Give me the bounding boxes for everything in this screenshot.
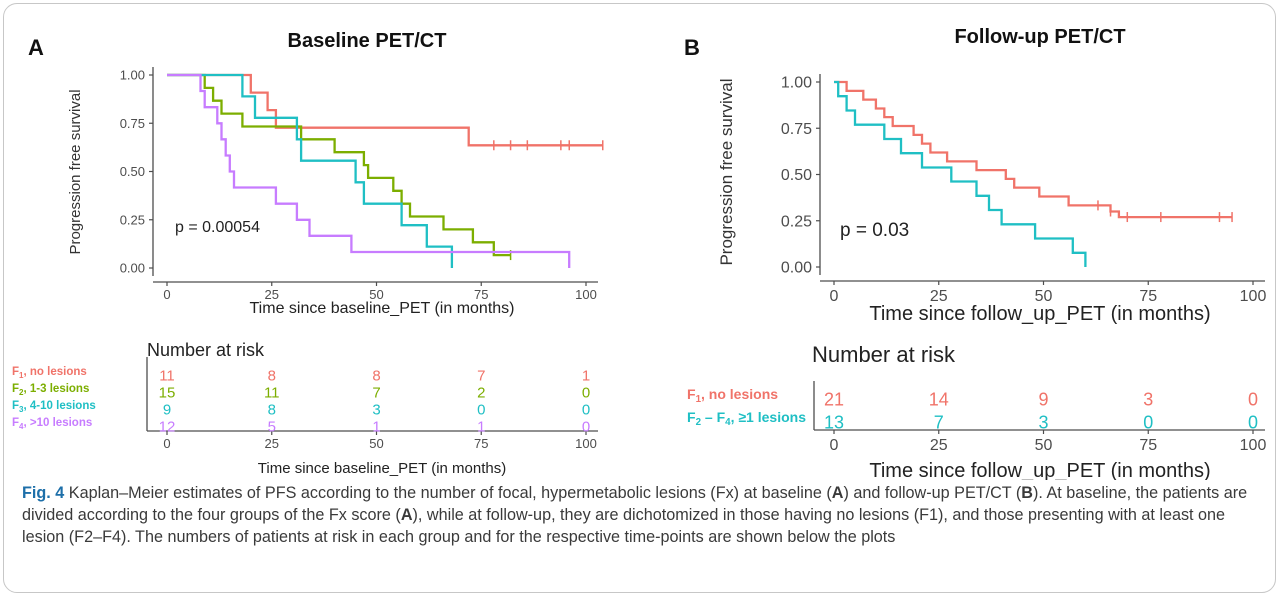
panel-a-risk-x-tick-label: 25 xyxy=(265,436,279,451)
caption-text-1: Kaplan–Meier estimates of PFS according … xyxy=(64,484,832,502)
panel-b-x-tick-label: 100 xyxy=(1240,288,1267,305)
panel-a-x-tick-label: 25 xyxy=(265,287,279,302)
panel-b-title: Follow-up PET/CT xyxy=(954,26,1125,48)
panel-b-letter: B xyxy=(684,35,700,60)
panel-a-y-tick-label: 0.50 xyxy=(120,164,145,179)
panel-a-risk-row-2-value: 15 xyxy=(159,384,176,401)
panel-b-x-tick-label: 75 xyxy=(1139,288,1157,305)
panel-b-series-1-line xyxy=(834,80,1232,219)
panel-a-y-tick-label: 1.00 xyxy=(120,68,145,83)
panel-a-x-tick-label: 75 xyxy=(474,287,488,302)
caption-bold-a2: A xyxy=(400,506,413,524)
panel-a-x-tick-label: 50 xyxy=(369,287,383,302)
panel-a-risk-row-3-value: 0 xyxy=(477,401,485,418)
panel-b-risk-row-2-value: 0 xyxy=(1248,412,1258,432)
panel-a-risk-row-1-label: F1, no lesions xyxy=(12,366,87,380)
panel-b-risk-x-tick-label: 25 xyxy=(930,437,948,454)
panel-a-risk-x-tick-label: 100 xyxy=(575,436,597,451)
panel-a-risk-title: Number at risk xyxy=(147,340,265,360)
panel-b-risk-row-2-value: 13 xyxy=(824,412,844,432)
panel-b-risk-x-tick-label: 75 xyxy=(1139,437,1157,454)
panel-b-xlabel: Time since follow_up_PET (in months) xyxy=(869,303,1210,325)
panel-b-risk-row-1-value: 21 xyxy=(824,389,844,409)
panel-b-risk-xlabel: Time since follow_up_PET (in months) xyxy=(869,460,1210,480)
panel-b-risk-title: Number at risk xyxy=(812,342,956,367)
panel-b-risk-x-tick-label: 50 xyxy=(1035,437,1053,454)
caption-text-4: ), while at follow-up, they are dichotom… xyxy=(22,506,1226,546)
panel-b-risk-row-1-label: F1, no lesions xyxy=(687,386,778,405)
panel-b-risk-row-2-value: 7 xyxy=(934,412,944,432)
caption-label: Fig. 4 xyxy=(22,484,65,502)
panel-a-series-3-line xyxy=(167,73,454,268)
panel-b-risk-row-1-value: 9 xyxy=(1038,389,1048,409)
panel-a-pvalue: p = 0.00054 xyxy=(175,219,260,236)
panel-b-pvalue: p = 0.03 xyxy=(840,220,909,241)
panel-a-risk-x-tick-label: 50 xyxy=(369,436,383,451)
panel-a-x-tick-label: 0 xyxy=(163,287,170,302)
caption-text-2: ) and follow-up PET/CT ( xyxy=(843,484,1022,502)
panel-a-risk-row-1-value: 1 xyxy=(582,367,590,384)
panel-a-y-tick-label: 0.75 xyxy=(120,116,145,131)
panel-a-risk-row-3-value: 0 xyxy=(582,401,590,418)
panel-b-ylabel: Progression free survival xyxy=(717,78,736,265)
panel-a-risk-row-4-value: 5 xyxy=(268,418,276,435)
caption-bold-b1: B xyxy=(1021,484,1033,502)
panel-a-y-tick-label: 0.25 xyxy=(120,212,145,227)
panel-a-series-4-line xyxy=(167,73,571,268)
panel-a-x-tick-label: 100 xyxy=(575,287,597,302)
panel-b-risk-row-1-value: 3 xyxy=(1143,389,1153,409)
panel-b-risk-x-tick-label: 0 xyxy=(830,437,839,454)
panel-b-y-tick-label: 1.00 xyxy=(781,75,812,92)
panel-b-risk-x-tick-label: 100 xyxy=(1240,437,1267,454)
panel-b-y-tick-label: 0.75 xyxy=(781,121,812,138)
panel-a-risk-xlabel: Time since baseline_PET (in months) xyxy=(258,460,506,477)
panel-b-risk-row-1-value: 14 xyxy=(929,389,949,409)
panel-a-risk-row-4-value: 0 xyxy=(582,418,590,435)
panel-b-x-tick-label: 0 xyxy=(830,288,839,305)
panel-b-risk-row-2-value: 3 xyxy=(1038,412,1048,432)
panel-b-x-tick-label: 25 xyxy=(930,288,948,305)
panel-b-x-tick-label: 50 xyxy=(1035,288,1053,305)
panel-b-y-tick-label: 0.25 xyxy=(781,213,812,230)
panel-a-title: Baseline PET/CT xyxy=(288,30,447,52)
panel-a-risk-row-2-value: 11 xyxy=(264,384,280,401)
panel-a-letter: A xyxy=(28,35,44,60)
panel-a-risk-row-2-value: 2 xyxy=(477,384,485,401)
panel-a-risk-row-4-value: 1 xyxy=(372,418,380,435)
panel-a-risk-row-2-value: 7 xyxy=(372,384,380,401)
panel-a-ylabel: Progression free survival xyxy=(67,89,84,254)
panel-a-risk-row-2-value: 0 xyxy=(582,384,590,401)
panel-a-y-tick-label: 0.00 xyxy=(120,261,145,276)
panel-a-risk-row-2-label: F2, 1-3 lesions xyxy=(12,383,89,397)
panel-a-risk-row-1-value: 7 xyxy=(477,367,485,384)
panel-a-xlabel: Time since baseline_PET (in months) xyxy=(250,300,515,317)
panel-a-risk-row-3-value: 8 xyxy=(268,401,276,418)
panel-a-risk-row-4-value: 1 xyxy=(477,418,485,435)
panel-b-risk-row-2-label: F2 – F4, ≥1 lesions xyxy=(687,409,806,428)
panel-b-series-2-line xyxy=(834,80,1087,267)
panel-a-series-1-line xyxy=(167,73,603,147)
panel-b-risk-row-1-value: 0 xyxy=(1248,389,1258,409)
panel-a-risk-row-1-value: 8 xyxy=(268,367,276,384)
panel-a-risk-row-4-value: 12 xyxy=(159,418,176,435)
panel-a-series-2-line xyxy=(167,73,511,257)
panel-a-risk-row-3-label: F3, 4-10 lesions xyxy=(12,400,96,414)
panel-a-risk-x-tick-label: 75 xyxy=(474,436,488,451)
panel-b-y-tick-label: 0.50 xyxy=(781,167,812,184)
figure-caption: Fig. 4 Kaplan–Meier estimates of PFS acc… xyxy=(22,482,1257,548)
panel-b-y-tick-label: 0.00 xyxy=(781,260,812,277)
panel-a-risk-row-1-value: 8 xyxy=(372,367,380,384)
figure-svg: A Baseline PET/CT Progression free survi… xyxy=(12,26,1266,480)
panel-a-risk-row-1-value: 11 xyxy=(159,367,175,384)
panel-a-risk-row-3-value: 9 xyxy=(163,401,171,418)
caption-bold-a1: A xyxy=(831,484,844,502)
panel-a-risk-row-4-label: F4, >10 lesions xyxy=(12,417,92,431)
panel-b-risk-row-2-value: 0 xyxy=(1143,412,1153,432)
caption-text-3: ). At baseline, the patients are divided… xyxy=(22,484,1248,524)
panel-a-risk-row-3-value: 3 xyxy=(372,401,380,418)
panel-a-risk-x-tick-label: 0 xyxy=(163,436,170,451)
